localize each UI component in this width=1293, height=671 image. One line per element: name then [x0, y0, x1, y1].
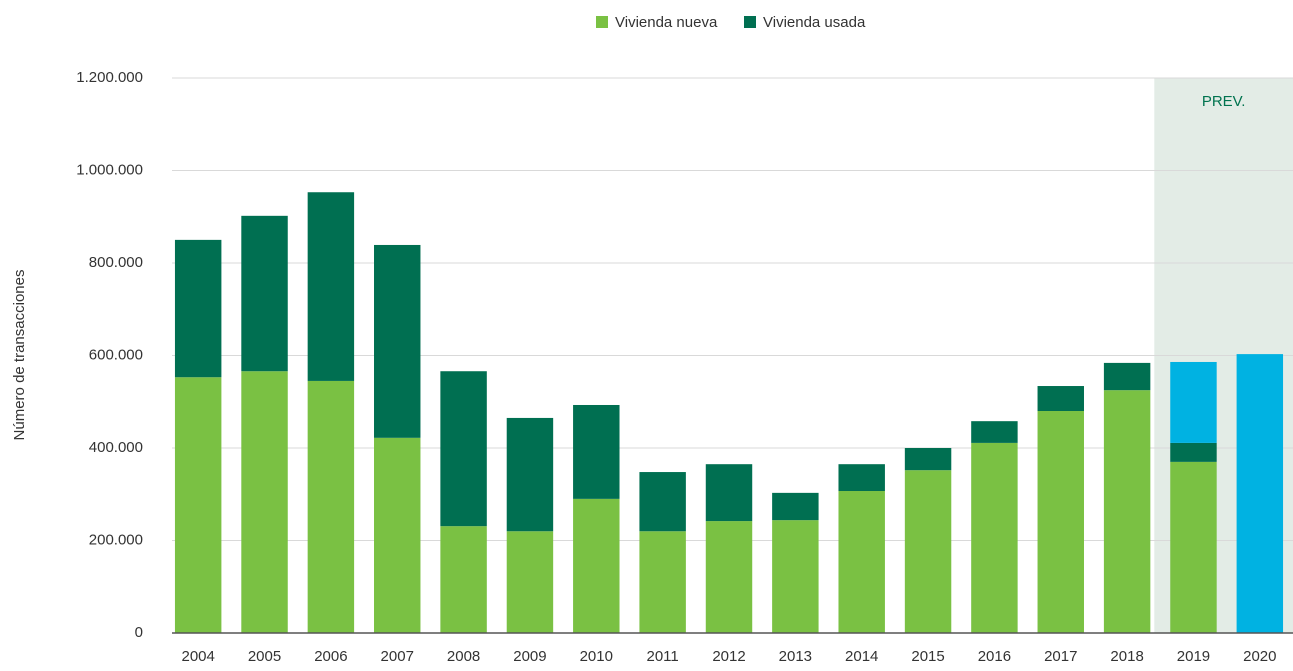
bar-segment — [838, 464, 885, 492]
x-tick-label: 2011 — [647, 648, 679, 665]
bar-segment — [440, 371, 487, 527]
bar-segment — [440, 526, 487, 633]
bar-segment — [639, 531, 686, 633]
bar-segment — [1103, 390, 1151, 633]
x-tick-label: 2019 — [1177, 648, 1210, 665]
bar-segment — [506, 531, 554, 633]
x-tick-label: 2004 — [181, 648, 214, 665]
y-tick-label: 1.200.000 — [76, 69, 143, 86]
bar-segment — [639, 472, 686, 532]
x-tick-label: 2009 — [513, 648, 546, 665]
bar-segment — [174, 239, 222, 378]
bar-segment — [1170, 461, 1217, 633]
bar-segment — [971, 421, 1018, 443]
legend-swatch — [596, 16, 608, 28]
legend-label: Vivienda nueva — [615, 14, 718, 31]
x-tick-label: 2013 — [779, 648, 812, 665]
bar-segment — [904, 448, 952, 471]
bar-segment — [573, 498, 620, 633]
bar-segment — [241, 371, 288, 633]
x-tick-label: 2008 — [447, 648, 480, 665]
x-tick-label: 2006 — [314, 648, 347, 665]
bar-segment — [971, 442, 1018, 633]
x-tick-label: 2015 — [911, 648, 944, 665]
bar-segment — [705, 521, 753, 633]
y-tick-label: 0 — [135, 624, 143, 641]
x-tick-label: 2007 — [381, 648, 414, 665]
y-tick-label: 800.000 — [89, 254, 143, 271]
y-tick-label: 1.000.000 — [76, 161, 143, 178]
bar-segment — [1170, 361, 1217, 443]
bar-segment — [1236, 354, 1284, 633]
bar-segment — [1037, 386, 1084, 411]
y-tick-label: 200.000 — [89, 531, 143, 548]
bar-segment — [506, 417, 554, 532]
x-tick-label: 2010 — [580, 648, 613, 665]
bar-segment — [374, 244, 421, 438]
bar-segment — [307, 380, 355, 633]
y-tick-label: 600.000 — [89, 346, 143, 363]
bar-segment — [904, 470, 952, 633]
legend-label: Vivienda usada — [763, 14, 866, 31]
x-tick-label: 2012 — [712, 648, 745, 665]
y-axis-label: Número de transacciones — [11, 270, 28, 441]
x-tick-label: 2018 — [1110, 648, 1143, 665]
y-tick-label: 400.000 — [89, 439, 143, 456]
bar-segment — [307, 192, 355, 381]
bar-segment — [1170, 442, 1217, 462]
bar-segment — [1103, 362, 1151, 391]
x-tick-label: 2017 — [1044, 648, 1077, 665]
annotation: PREV. — [1202, 93, 1246, 110]
bar-segment — [241, 215, 288, 372]
legend-swatch — [744, 16, 756, 28]
x-tick-label: 2020 — [1243, 648, 1276, 665]
bar-segment — [374, 437, 421, 633]
bar-segment — [772, 520, 819, 633]
bar-segment — [705, 464, 753, 522]
x-tick-label: 2016 — [978, 648, 1011, 665]
bar-segment — [174, 377, 222, 633]
x-tick-label: 2014 — [845, 648, 878, 665]
bar-segment — [1037, 411, 1084, 633]
bar-segment — [838, 491, 885, 633]
x-tick-label: 2005 — [248, 648, 281, 665]
bar-segment — [772, 492, 819, 521]
bar-segment — [573, 404, 620, 499]
